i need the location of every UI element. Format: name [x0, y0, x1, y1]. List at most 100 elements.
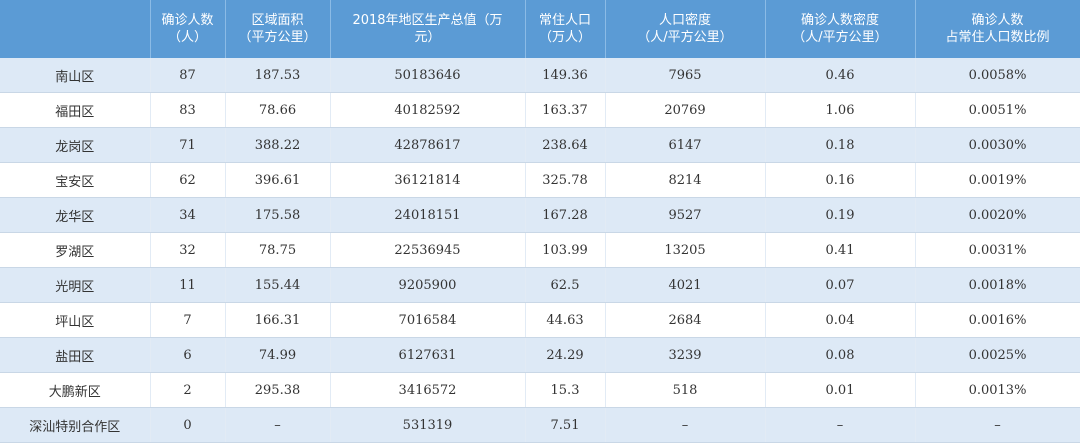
value-cell: 103.99 — [525, 232, 606, 268]
value-cell: 0.07 — [765, 267, 916, 303]
value-cell: 6 — [150, 337, 226, 373]
value-cell: 74.99 — [225, 337, 331, 373]
table-row: 深汕特别合作区 0–531319 7.51– – – — [0, 407, 1080, 443]
header-cell: 人口密度 （人/平方公里） — [605, 0, 766, 58]
value-cell: 0.08 — [765, 337, 916, 373]
value-cell: 0.41 — [765, 232, 916, 268]
value-cell: 0.04 — [765, 302, 916, 338]
table-row: 龙岗区 71 388.22 42878617 238.64 6147 0.18 0.0030% — [0, 127, 1080, 163]
table-row: 大鹏新区 2 295.38 3416572 15.3 518 0.01 0.0013% — [0, 372, 1080, 408]
table-row: 南山区 87 187.53 50183646 149.36 7965 0.46 0.0058% — [0, 58, 1080, 93]
value-cell: 0.0058% — [915, 58, 1080, 93]
header-cell: 2018年地区生产总值（万 元） — [330, 0, 526, 58]
district-cell: 盐田区 — [0, 337, 151, 373]
value-cell: 1.06 — [765, 92, 916, 128]
value-cell: 50183646 — [330, 58, 526, 93]
district-cell: 龙岗区 — [0, 127, 151, 163]
value-cell: 0.01 — [765, 372, 916, 408]
table-row: 盐田区 6 74.99 6127631 24.29 3239 0.08 0.0025% — [0, 337, 1080, 373]
value-cell: 163.37 — [525, 92, 606, 128]
value-cell: 2 — [150, 372, 226, 408]
value-cell: 11 — [150, 267, 226, 303]
header-cell: 区域面积 （平方公里） — [225, 0, 331, 58]
value-cell: 7.51 — [525, 407, 606, 443]
value-cell: 396.61 — [225, 162, 331, 198]
value-cell: 531319 — [330, 407, 526, 443]
value-cell: 3239 — [605, 337, 766, 373]
value-cell: 518 — [605, 372, 766, 408]
value-cell: 4021 — [605, 267, 766, 303]
value-cell: 155.44 — [225, 267, 331, 303]
value-cell: 44.63 — [525, 302, 606, 338]
district-cell: 大鹏新区 — [0, 372, 151, 408]
value-cell: 42878617 — [330, 127, 526, 163]
table-row: 宝安区 62 396.61 36121814 325.78 8214 0.16 0.0019% — [0, 162, 1080, 198]
value-cell: 0.0016% — [915, 302, 1080, 338]
value-cell: 0.19 — [765, 197, 916, 233]
district-cell: 龙华区 — [0, 197, 151, 233]
value-cell: 295.38 — [225, 372, 331, 408]
header-cell: 确诊人数 （人） — [150, 0, 226, 58]
value-cell: – — [915, 407, 1080, 443]
value-cell: 325.78 — [525, 162, 606, 198]
header-cell: 确诊人数 占常住人口数比例 — [915, 0, 1080, 58]
header-cell: 确诊人数密度 （人/平方公里） — [765, 0, 916, 58]
table-row: 坪山区 7 166.31 7016584 44.63 2684 0.04 0.0016% — [0, 302, 1080, 338]
value-cell: 87 — [150, 58, 226, 93]
value-cell: 0.0031% — [915, 232, 1080, 268]
value-cell: 7 — [150, 302, 226, 338]
corner-cell — [0, 0, 151, 58]
value-cell: 71 — [150, 127, 226, 163]
value-cell: 7965 — [605, 58, 766, 93]
value-cell: 8214 — [605, 162, 766, 198]
value-cell: 22536945 — [330, 232, 526, 268]
district-cell: 宝安区 — [0, 162, 151, 198]
value-cell: 0.46 — [765, 58, 916, 93]
table-row: 罗湖区 32 78.75 22536945 103.99 13205 0.41 0.0031% — [0, 232, 1080, 268]
district-cell: 光明区 — [0, 267, 151, 303]
value-cell: 175.58 — [225, 197, 331, 233]
value-cell: 15.3 — [525, 372, 606, 408]
value-cell: 6147 — [605, 127, 766, 163]
value-cell: 0 — [150, 407, 226, 443]
value-cell: 0.0019% — [915, 162, 1080, 198]
district-cell: 福田区 — [0, 92, 151, 128]
value-cell: 167.28 — [525, 197, 606, 233]
value-cell: 7016584 — [330, 302, 526, 338]
value-cell: 0.0025% — [915, 337, 1080, 373]
value-cell: 166.31 — [225, 302, 331, 338]
value-cell: 2684 — [605, 302, 766, 338]
value-cell: 0.0018% — [915, 267, 1080, 303]
table-row: 福田区 83 78.66 40182592 163.37 20769 1.06 0.0051% — [0, 92, 1080, 128]
value-cell: 187.53 — [225, 58, 331, 93]
table-body: 南山区 87 187.53 50183646 149.36 7965 0.46 0.0058%… — [0, 58, 1080, 443]
value-cell: 78.66 — [225, 92, 331, 128]
value-cell: 0.0020% — [915, 197, 1080, 233]
district-cell: 深汕特别合作区 — [0, 407, 151, 443]
district-cell: 罗湖区 — [0, 232, 151, 268]
value-cell: 32 — [150, 232, 226, 268]
table-row: 龙华区 34 175.58 24018151 167.28 9527 0.19 0.0020% — [0, 197, 1080, 233]
value-cell: 0.0030% — [915, 127, 1080, 163]
value-cell: 34 — [150, 197, 226, 233]
value-cell: 149.36 — [525, 58, 606, 93]
header-cell: 常住人口 （万人） — [525, 0, 606, 58]
value-cell: – — [605, 407, 766, 443]
value-cell: 24018151 — [330, 197, 526, 233]
value-cell: 3416572 — [330, 372, 526, 408]
value-cell: 388.22 — [225, 127, 331, 163]
table-row: 光明区 11 155.44 9205900 62.5 4021 0.07 0.0018% — [0, 267, 1080, 303]
value-cell: 238.64 — [525, 127, 606, 163]
value-cell: 62.5 — [525, 267, 606, 303]
value-cell: 6127631 — [330, 337, 526, 373]
value-cell: – — [765, 407, 916, 443]
value-cell: 78.75 — [225, 232, 331, 268]
value-cell: 62 — [150, 162, 226, 198]
value-cell: 40182592 — [330, 92, 526, 128]
value-cell: 0.0051% — [915, 92, 1080, 128]
value-cell: 9527 — [605, 197, 766, 233]
value-cell: 20769 — [605, 92, 766, 128]
value-cell: 0.16 — [765, 162, 916, 198]
